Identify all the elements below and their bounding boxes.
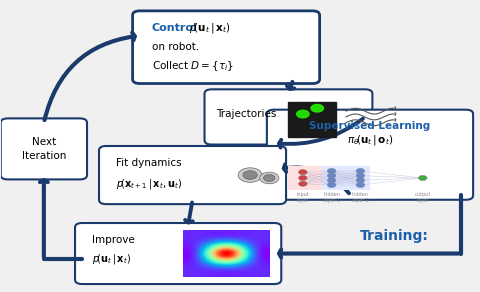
Text: hidden
layer 2: hidden layer 2 (351, 192, 368, 203)
Text: Trajectories: Trajectories (216, 109, 276, 119)
Bar (288, 166, 322, 190)
FancyBboxPatch shape (132, 11, 319, 84)
FancyBboxPatch shape (204, 89, 372, 145)
Circle shape (326, 182, 335, 187)
Circle shape (263, 175, 275, 181)
Circle shape (238, 168, 262, 182)
Text: on robot.: on robot. (152, 42, 199, 52)
Circle shape (355, 178, 364, 183)
FancyBboxPatch shape (99, 146, 286, 204)
Circle shape (355, 173, 364, 178)
Bar (288, 102, 336, 137)
Text: Control: Control (152, 23, 197, 33)
Circle shape (298, 175, 307, 180)
Circle shape (242, 171, 257, 179)
Text: Fit dynamics: Fit dynamics (116, 159, 181, 168)
Circle shape (326, 173, 335, 178)
Text: Supervised Learning: Supervised Learning (309, 121, 430, 131)
Circle shape (326, 168, 335, 174)
Text: Collect $D=\{\tau_i\}$: Collect $D=\{\tau_i\}$ (152, 59, 233, 73)
FancyBboxPatch shape (0, 118, 87, 179)
FancyBboxPatch shape (266, 110, 472, 200)
Text: $\pi_\theta\!\left(\mathbf{u}_t\,|\,\mathbf{o}_t\right)$: $\pi_\theta\!\left(\mathbf{u}_t\,|\,\mat… (346, 133, 392, 147)
Circle shape (311, 105, 323, 112)
Text: Training:: Training: (359, 229, 428, 243)
Text: Improve: Improve (92, 235, 134, 246)
FancyBboxPatch shape (75, 223, 281, 284)
Circle shape (418, 175, 426, 180)
Circle shape (298, 170, 307, 175)
Text: $p\!\left(\mathbf{x}_{t+1}\,|\,\mathbf{x}_t,\mathbf{u}_t\right)$: $p\!\left(\mathbf{x}_{t+1}\,|\,\mathbf{x… (116, 177, 182, 191)
Circle shape (296, 110, 309, 118)
Circle shape (298, 181, 307, 186)
Circle shape (259, 172, 278, 184)
Text: input
layer: input layer (296, 192, 309, 203)
Text: output
layer: output layer (414, 192, 430, 203)
Text: $p\!\left(\mathbf{u}_t\,|\,\mathbf{x}_t\right)$: $p\!\left(\mathbf{u}_t\,|\,\mathbf{x}_t\… (92, 252, 131, 266)
Circle shape (326, 178, 335, 183)
Bar (322, 166, 369, 190)
Circle shape (355, 182, 364, 187)
Text: Next
Iteration: Next Iteration (22, 137, 66, 161)
Circle shape (355, 168, 364, 174)
Text: hidden
layer 1: hidden layer 1 (323, 192, 339, 203)
Text: $p\!\left(\mathbf{u}_t\,|\,\mathbf{x}_t\right)$: $p\!\left(\mathbf{u}_t\,|\,\mathbf{x}_t\… (189, 21, 230, 35)
